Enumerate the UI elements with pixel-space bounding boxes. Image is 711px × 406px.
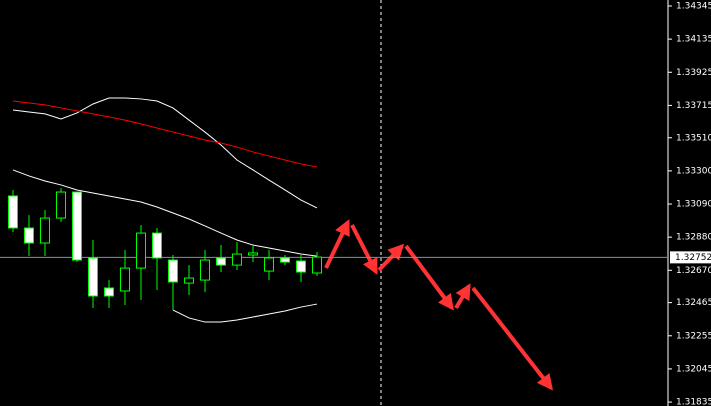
- indicator-line: [12, 169, 318, 257]
- arrow: [324, 219, 350, 269]
- candle-body: [200, 259, 210, 281]
- candle-body: [120, 267, 130, 292]
- arrow: [471, 286, 553, 391]
- candle-body: [56, 191, 66, 219]
- indicator-line: [172, 303, 318, 323]
- candle-body: [248, 252, 258, 256]
- candle-body: [168, 259, 178, 283]
- arrow: [377, 243, 405, 272]
- current-price-label: 1.32752: [675, 253, 711, 263]
- candle-body: [232, 253, 242, 266]
- indicator-line: [12, 100, 318, 168]
- y-tick-label: 1.33090: [676, 200, 711, 210]
- y-tick-label: 1.34345: [676, 1, 711, 11]
- candle-body: [40, 217, 50, 244]
- y-tick-label: 1.33510: [676, 133, 711, 143]
- candle-body: [264, 257, 274, 272]
- y-tick-label: 1.32045: [676, 364, 711, 374]
- arrow: [350, 224, 378, 275]
- current-price-box: [670, 251, 711, 264]
- y-tick-label: 1.32670: [676, 266, 711, 276]
- candle-body: [8, 195, 18, 229]
- candle-body: [184, 277, 194, 284]
- candle-body: [88, 257, 98, 297]
- candle-body: [152, 232, 162, 259]
- candle-body: [312, 256, 322, 274]
- arrow: [454, 283, 471, 310]
- y-tick-label: 1.32880: [676, 233, 711, 243]
- y-tick-label: 1.33925: [676, 68, 711, 78]
- candle-body: [24, 227, 34, 244]
- candle-body: [216, 257, 226, 266]
- indicator-line: [12, 97, 318, 209]
- y-tick-label: 1.32255: [676, 331, 711, 341]
- candle-body: [72, 191, 82, 261]
- y-tick-label: 1.31835: [676, 398, 711, 406]
- candle-body: [104, 287, 114, 297]
- y-tick-label: 1.33715: [676, 101, 711, 111]
- candle-body: [136, 232, 146, 269]
- arrow: [404, 244, 454, 311]
- candle-body: [280, 257, 290, 263]
- y-tick-label: 1.33300: [676, 166, 711, 176]
- forecast-arrows: [324, 219, 553, 391]
- y-tick-label: 1.32465: [676, 298, 711, 308]
- candle-body: [296, 260, 306, 273]
- y-tick-label: 1.34135: [676, 35, 711, 45]
